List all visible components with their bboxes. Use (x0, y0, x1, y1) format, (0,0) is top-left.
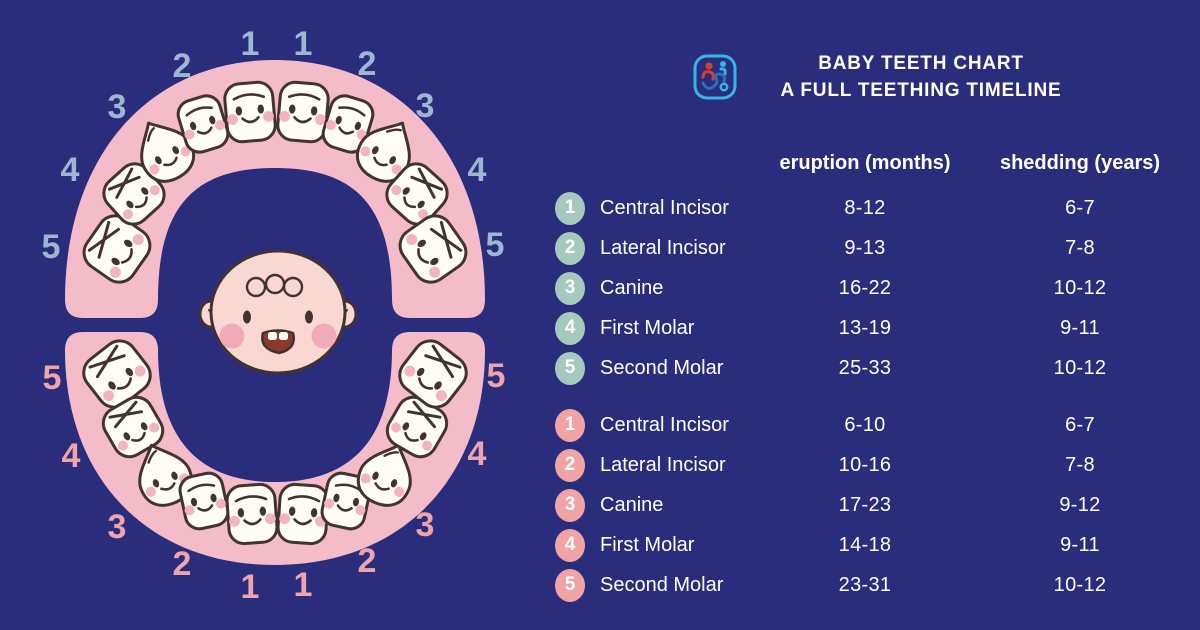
tooth-name: Second Molar (600, 573, 724, 596)
table-row: 3 Canine 16-22 10-12 (545, 268, 1200, 308)
tooth-number-badge: 4 (555, 311, 585, 345)
eruption-value: 25-33 (838, 356, 892, 379)
shedding-value: 9-12 (1059, 493, 1101, 516)
tooth-name: First Molar (600, 533, 695, 556)
title-line-2: A FULL TEETHING TIMELINE (780, 80, 1062, 101)
table-row: 4 First Molar 14-18 9-11 (545, 525, 1200, 565)
shedding-value: 7-8 (1065, 453, 1095, 476)
shedding-value: 10-12 (1053, 573, 1107, 596)
eruption-value: 8-12 (844, 196, 886, 219)
title-line-1: BABY TEETH CHART (818, 53, 1024, 74)
baby-face (198, 249, 358, 375)
tooth-number-badge: 5 (555, 351, 585, 385)
upper-jaw-number-1-right: 1 (294, 25, 313, 63)
shedding-value: 10-12 (1053, 356, 1107, 379)
upper-jaw-number-3-right: 3 (416, 87, 435, 125)
eruption-value: 13-19 (838, 316, 892, 339)
eruption-value: 6-10 (844, 413, 886, 436)
shedding-value: 6-7 (1065, 413, 1095, 436)
baby-tooth-in-mouth (268, 332, 277, 340)
shedding-value: 6-7 (1065, 196, 1095, 219)
lower-jaw-number-2-right: 2 (358, 542, 377, 580)
baby-hair-curls (245, 273, 304, 298)
eruption-value: 23-31 (838, 573, 892, 596)
lower-teeth-group: 1 Central Incisor 6-10 6-7 2 Lateral Inc… (545, 405, 1200, 605)
tooth-name: Central Incisor (600, 413, 729, 436)
lower-jaw-number-1-left: 1 (241, 568, 260, 606)
upper-jaw-number-2-left: 2 (173, 47, 192, 85)
table-row: 4 First Molar 13-19 9-11 (545, 308, 1200, 348)
tooth-name: Canine (600, 493, 664, 516)
upper-jaw-number-5-left: 5 (42, 228, 61, 266)
table-row: 1 Central Incisor 8-12 6-7 (545, 188, 1200, 228)
table-row: 3 Canine 17-23 9-12 (545, 485, 1200, 525)
shedding-value: 9-11 (1060, 316, 1100, 339)
eruption-column-header: eruption (months) (779, 151, 951, 174)
baby-eye-right (305, 310, 313, 324)
lower-jaw-number-1-right: 1 (294, 566, 313, 604)
upper-jaw-number-5-right: 5 (486, 226, 505, 264)
lower-gum-arch (65, 332, 485, 565)
tooth-number-badge: 5 (555, 568, 585, 602)
eruption-value: 17-23 (838, 493, 892, 516)
lower-jaw-number-4-left: 4 (62, 437, 81, 475)
tooth-number-badge: 3 (555, 488, 585, 522)
baby-eye-left (243, 310, 251, 324)
shedding-value: 10-12 (1053, 276, 1107, 299)
baby-cheek-right (311, 323, 337, 349)
tooth-name: Second Molar (600, 356, 724, 379)
baby-tooth-in-mouth (279, 332, 288, 340)
upper-jaw-number-4-left: 4 (61, 151, 80, 189)
page-title: BABY TEETH CHART A FULL TEETHING TIMELIN… (756, 50, 1086, 104)
baby-head (209, 249, 347, 375)
shedding-value: 9-11 (1060, 533, 1100, 556)
table-row: 2 Lateral Incisor 9-13 7-8 (545, 228, 1200, 268)
lower-jaw-number-3-left: 3 (108, 508, 127, 546)
shedding-column-header: shedding (years) (999, 151, 1161, 174)
teeth-diagram: 1 1 2 2 3 3 4 4 5 5 1 1 2 2 3 3 4 4 5 5 (42, 25, 506, 606)
tooth-number-badge: 2 (555, 448, 585, 482)
upper-gum-arch (65, 60, 485, 318)
tooth-upper-central-incisor-right (275, 79, 331, 145)
tooth-number-badge: 2 (555, 231, 585, 265)
medical-logo-icon (692, 53, 738, 101)
tooth-name: First Molar (600, 316, 695, 339)
tooth-upper-central-incisor-left (222, 79, 278, 145)
lower-jaw-number-4-right: 4 (468, 435, 487, 473)
eruption-value: 9-13 (844, 236, 886, 259)
upper-jaw-number-3-left: 3 (108, 88, 127, 126)
shedding-value: 7-8 (1065, 236, 1095, 259)
baby-cheek-left (219, 323, 245, 349)
tooth-name: Lateral Incisor (600, 453, 726, 476)
brand-header: BABY TEETH CHART A FULL TEETHING TIMELIN… (692, 50, 1086, 104)
lower-jaw-number-5-left: 5 (43, 359, 62, 397)
tooth-number-badge: 3 (555, 271, 585, 305)
table-header-row: eruption (months) shedding (years) (545, 140, 1200, 186)
eruption-value: 16-22 (838, 276, 892, 299)
tooth-number-badge: 4 (555, 528, 585, 562)
eruption-value: 14-18 (838, 533, 892, 556)
eruption-value: 10-16 (838, 453, 892, 476)
teething-timeline-table: eruption (months) shedding (years) 1 Cen… (545, 140, 1200, 605)
tooth-lower-central-incisor-left (224, 481, 280, 547)
upper-teeth-group: 1 Central Incisor 8-12 6-7 2 Lateral Inc… (545, 188, 1200, 388)
lower-jaw-number-5-right: 5 (487, 357, 506, 395)
tooth-name: Central Incisor (600, 196, 729, 219)
table-row: 5 Second Molar 23-31 10-12 (545, 565, 1200, 605)
tooth-number-badge: 1 (555, 191, 585, 225)
table-row: 5 Second Molar 25-33 10-12 (545, 348, 1200, 388)
tooth-name: Lateral Incisor (600, 236, 726, 259)
tooth-number-badge: 1 (555, 408, 585, 442)
lower-jaw-number-3-right: 3 (416, 506, 435, 544)
upper-jaw-number-2-right: 2 (358, 45, 377, 83)
upper-jaw-number-1-left: 1 (241, 25, 260, 63)
table-row: 2 Lateral Incisor 10-16 7-8 (545, 445, 1200, 485)
table-row: 1 Central Incisor 6-10 6-7 (545, 405, 1200, 445)
tooth-name: Canine (600, 276, 664, 299)
upper-jaw-number-4-right: 4 (468, 151, 487, 189)
lower-jaw-number-2-left: 2 (173, 545, 192, 583)
